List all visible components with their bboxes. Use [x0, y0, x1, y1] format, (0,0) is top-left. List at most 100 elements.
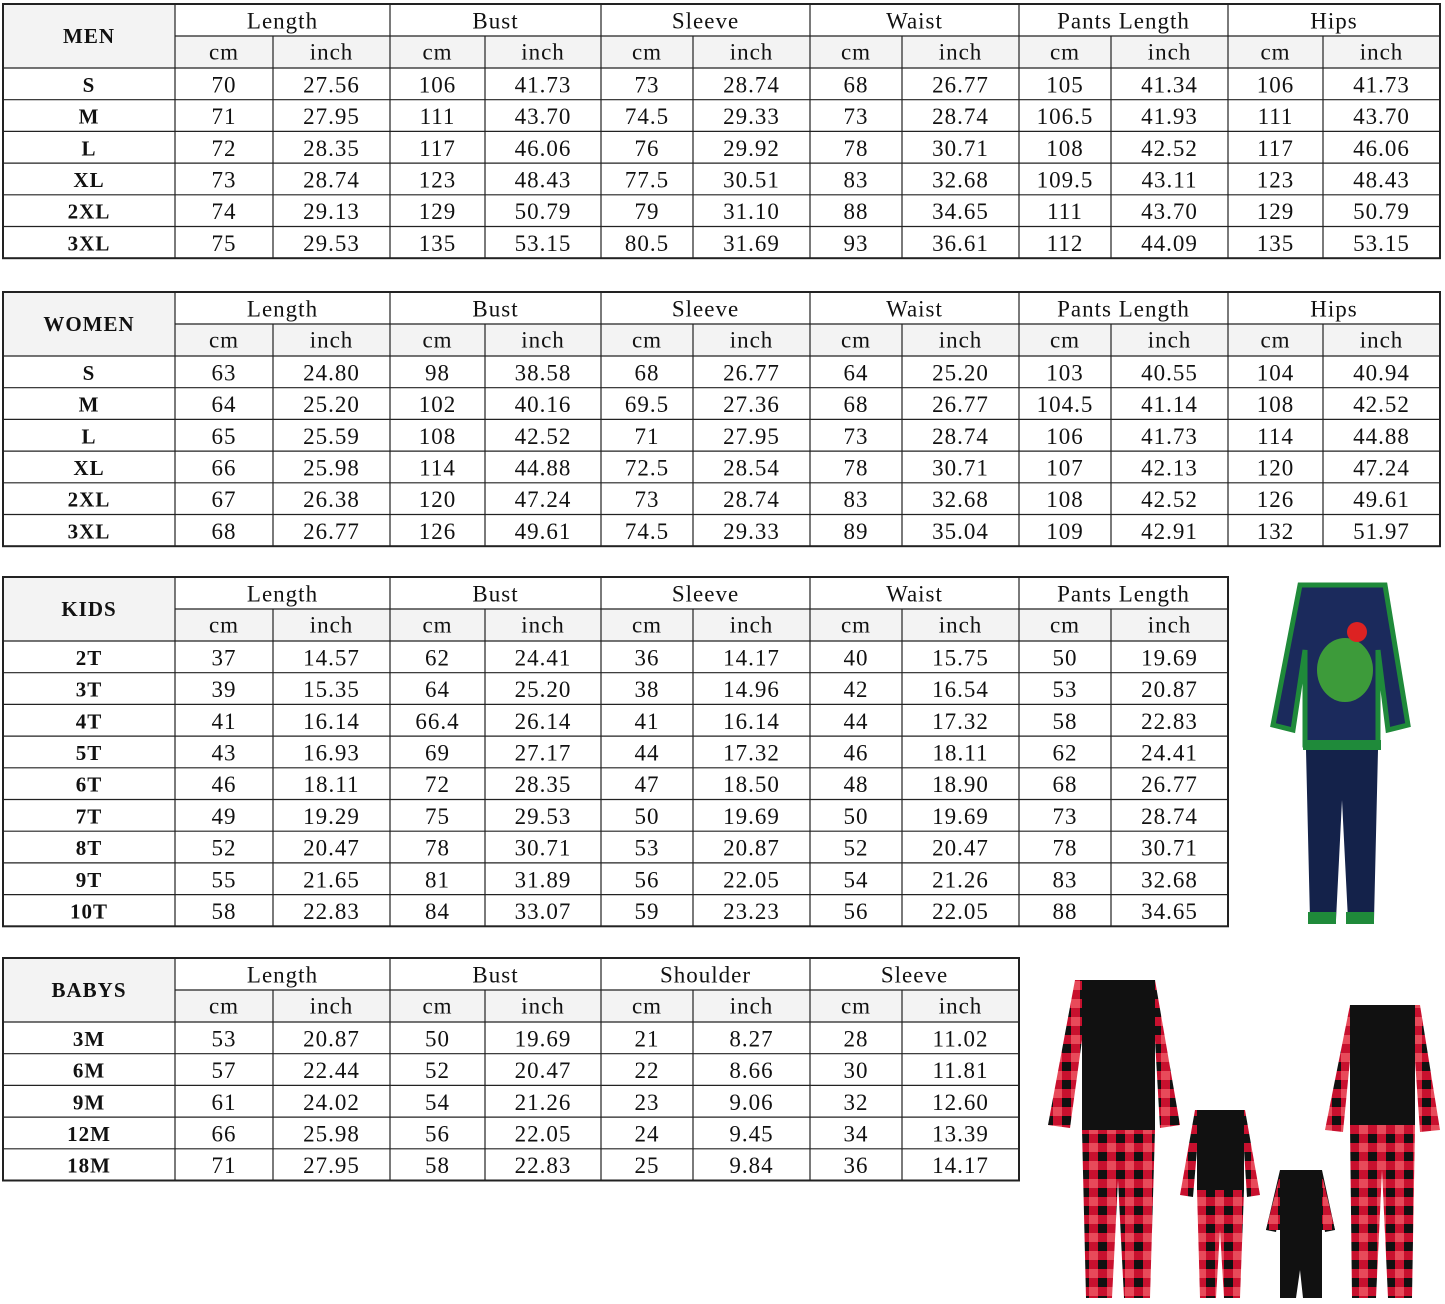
- size-value: 69: [425, 740, 450, 765]
- size-value: 29.53: [303, 231, 360, 256]
- size-value: 78: [1053, 836, 1078, 861]
- size-value: 16.93: [303, 740, 360, 765]
- size-value: 41.14: [1141, 392, 1198, 417]
- size-label: 3T: [76, 678, 103, 702]
- group-header: Waist: [886, 9, 943, 34]
- size-value: 36: [635, 645, 660, 670]
- unit-row-bg: [175, 36, 1440, 68]
- unit-header: cm: [1050, 328, 1080, 353]
- size-label: L: [81, 136, 96, 160]
- size-label: 3M: [73, 1027, 105, 1051]
- size-value: 21: [635, 1026, 660, 1051]
- size-value: 58: [1053, 709, 1078, 734]
- size-value: 21.26: [515, 1090, 572, 1115]
- size-value: 79: [635, 199, 660, 224]
- unit-row-bg: [175, 990, 1019, 1022]
- size-value: 135: [1257, 231, 1295, 256]
- size-label: 5T: [76, 741, 103, 765]
- unit-header: inch: [521, 328, 565, 353]
- size-value: 16.14: [303, 709, 360, 734]
- size-value: 120: [419, 487, 457, 512]
- size-value: 80.5: [625, 231, 669, 256]
- size-value: 24.02: [303, 1090, 360, 1115]
- size-label: 3XL: [68, 519, 111, 543]
- size-value: 42.52: [515, 424, 572, 449]
- size-value: 22.05: [932, 899, 989, 924]
- unit-header: inch: [939, 994, 983, 1019]
- size-value: 56: [425, 1121, 450, 1146]
- table-label: MEN: [63, 24, 115, 48]
- size-value: 78: [844, 455, 869, 480]
- size-value: 35.04: [932, 519, 989, 544]
- size-label: 8T: [76, 836, 103, 860]
- size-value: 59: [635, 899, 660, 924]
- size-value: 22.05: [723, 867, 780, 892]
- size-value: 25: [635, 1153, 660, 1178]
- table-border: [2, 957, 1020, 1182]
- size-value: 67: [212, 487, 237, 512]
- size-value: 40: [844, 645, 869, 670]
- size-value: 41.34: [1141, 72, 1198, 97]
- size-label: S: [83, 73, 96, 97]
- size-value: 117: [1257, 136, 1294, 161]
- size-value: 47: [635, 772, 660, 797]
- unit-header: inch: [939, 613, 983, 638]
- size-value: 34: [844, 1121, 869, 1146]
- group-header: Bust: [472, 582, 518, 607]
- size-value: 42.52: [1353, 392, 1410, 417]
- size-value: 135: [419, 231, 457, 256]
- size-value: 62: [1053, 740, 1078, 765]
- size-value: 17.32: [932, 709, 989, 734]
- size-value: 64: [844, 360, 869, 385]
- table-label: KIDS: [61, 597, 116, 621]
- size-value: 24.41: [515, 645, 572, 670]
- unit-header: cm: [422, 613, 452, 638]
- group-header: Sleeve: [672, 582, 739, 607]
- size-value: 11.02: [933, 1026, 989, 1051]
- size-value: 42.91: [1141, 519, 1198, 544]
- size-value: 12.60: [932, 1090, 989, 1115]
- size-value: 28.74: [932, 424, 989, 449]
- size-label: S: [83, 361, 96, 385]
- size-value: 89: [844, 519, 869, 544]
- group-header: Pants Length: [1057, 9, 1190, 34]
- size-value: 40.16: [515, 392, 572, 417]
- size-value: 109.5: [1037, 167, 1094, 192]
- size-value: 51.97: [1353, 519, 1410, 544]
- size-value: 53.15: [515, 231, 572, 256]
- size-value: 39: [212, 677, 237, 702]
- size-value: 54: [844, 867, 869, 892]
- size-value: 21.65: [303, 867, 360, 892]
- size-value: 75: [425, 804, 450, 829]
- size-value: 48.43: [1353, 167, 1410, 192]
- size-value: 129: [1257, 199, 1295, 224]
- size-value: 19.69: [1141, 645, 1198, 670]
- size-value: 26.38: [303, 487, 360, 512]
- size-label: M: [79, 105, 100, 129]
- size-value: 44: [635, 740, 660, 765]
- size-value: 68: [635, 360, 660, 385]
- size-value: 57: [212, 1058, 237, 1083]
- size-value: 108: [419, 424, 457, 449]
- group-header: Length: [247, 9, 318, 34]
- size-value: 27.95: [303, 1153, 360, 1178]
- size-value: 15.75: [932, 645, 989, 670]
- size-label: 7T: [76, 804, 103, 828]
- size-value: 30.71: [932, 136, 989, 161]
- size-label: 9M: [73, 1090, 105, 1114]
- size-value: 29.53: [515, 804, 572, 829]
- unit-header: inch: [730, 40, 774, 65]
- size-value: 106.5: [1037, 104, 1094, 129]
- size-value: 43.70: [1141, 199, 1198, 224]
- size-value: 108: [1046, 487, 1084, 512]
- size-value: 73: [844, 424, 869, 449]
- size-value: 42.52: [1141, 136, 1198, 161]
- size-value: 72: [212, 136, 237, 161]
- size-value: 41.73: [1141, 424, 1198, 449]
- size-value: 22.44: [303, 1058, 360, 1083]
- size-value: 44: [844, 709, 869, 734]
- size-value: 123: [1257, 167, 1295, 192]
